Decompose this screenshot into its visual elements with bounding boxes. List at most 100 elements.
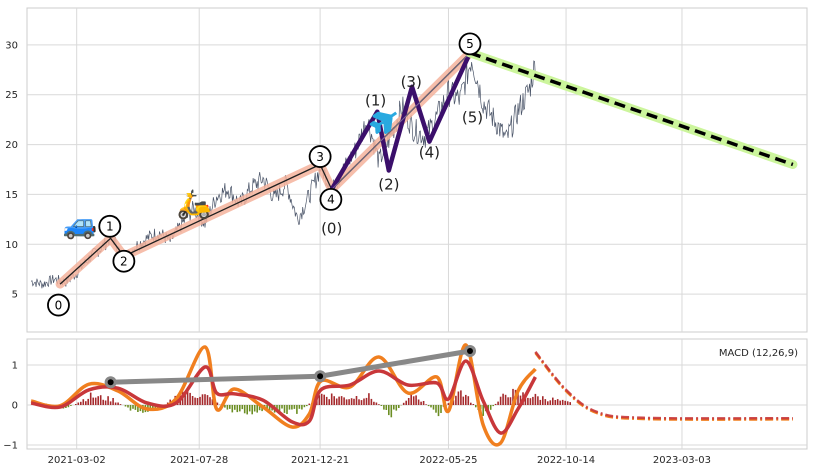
macd-histogram-bar bbox=[286, 405, 288, 414]
macd-histogram-bar bbox=[296, 405, 298, 414]
macd-histogram-bar bbox=[425, 404, 427, 405]
wave-label-text: 5 bbox=[466, 37, 474, 51]
macd-y-tick-label: −1 bbox=[3, 441, 18, 452]
macd-trendline-marker-center bbox=[317, 373, 324, 380]
macd-histogram-bar bbox=[472, 404, 475, 405]
macd-trendline-marker-center bbox=[107, 379, 114, 386]
macd-histogram-bar bbox=[348, 399, 350, 405]
macd-histogram-bar bbox=[231, 405, 234, 413]
macd-histogram-bar bbox=[552, 397, 554, 405]
macd-histogram-bar bbox=[447, 403, 450, 405]
wave-label-circle bbox=[308, 145, 332, 168]
macd-histogram-bar bbox=[475, 405, 477, 408]
macd-histogram-bar bbox=[124, 405, 127, 407]
macd-histogram-bar bbox=[104, 400, 107, 405]
macd-histogram-bar bbox=[375, 402, 378, 405]
macd-histogram-bar bbox=[497, 401, 499, 405]
wave-label-text: 2 bbox=[120, 255, 128, 269]
macd-histogram-bar bbox=[427, 405, 430, 407]
macd-histogram-bar bbox=[216, 402, 219, 405]
macd-histogram-bar bbox=[224, 405, 226, 408]
macd-histogram-bar bbox=[85, 401, 87, 405]
macd-histogram-bar bbox=[114, 402, 117, 405]
macd-histogram-bar bbox=[452, 400, 455, 405]
x-axis: 2021-03-02 2021-07-28 2021-12-21 2022-05-25… bbox=[48, 455, 711, 466]
macd-histogram-bar bbox=[398, 405, 400, 408]
macd-histogram-bar bbox=[561, 399, 564, 405]
macd-histogram-bar bbox=[460, 390, 462, 405]
wave-labels: 0 1 2 3 4 5 (0) (1) (2) (3) (4) (5) bbox=[47, 32, 483, 317]
wave-label-circle bbox=[47, 293, 70, 317]
macd-histogram-bar bbox=[542, 396, 544, 405]
macd-histogram-bar bbox=[226, 405, 229, 410]
macd-histogram-bar bbox=[455, 395, 457, 405]
macd-histogram-bar bbox=[345, 399, 348, 405]
macd-histogram-bar bbox=[320, 393, 323, 405]
macd-histogram-bar bbox=[410, 394, 412, 405]
macd-histogram-bar bbox=[370, 398, 373, 405]
macd-histogram-bar bbox=[87, 398, 89, 405]
macd-histogram-bar bbox=[380, 405, 383, 406]
macd-histogram-bar bbox=[196, 398, 199, 405]
macd-histogram-bar bbox=[328, 399, 330, 405]
macd-histogram-bar bbox=[534, 393, 537, 405]
macd-histogram-bar bbox=[470, 402, 472, 405]
macd-histogram-bar bbox=[281, 405, 283, 409]
macd-histogram-bar bbox=[564, 400, 566, 405]
macd-histogram-bar bbox=[358, 399, 360, 405]
macd-histogram-bar bbox=[363, 398, 365, 405]
macd-histogram-bar bbox=[199, 396, 201, 405]
macd-histogram-bar bbox=[383, 405, 385, 410]
price-y-tick-label: 5 bbox=[12, 290, 18, 301]
macd-histogram-bar bbox=[291, 405, 293, 410]
macd-histogram-bar bbox=[89, 392, 92, 405]
macd-histogram-bar bbox=[325, 396, 328, 405]
macd-histogram-bar bbox=[137, 405, 139, 412]
macd-histogram-bar bbox=[569, 402, 571, 405]
macd-histogram-bar bbox=[229, 405, 231, 409]
macd-histogram-bar bbox=[256, 405, 258, 413]
macd-histogram-bar bbox=[117, 402, 119, 405]
macd-histogram-bar bbox=[517, 390, 519, 405]
x-tick-label: 2021-12-21 bbox=[291, 455, 349, 466]
macd-trendline-marker-center bbox=[466, 348, 473, 354]
macd-histogram-bar bbox=[440, 405, 442, 413]
airplane-icon bbox=[369, 111, 398, 134]
macd-y-tick-label: 0 bbox=[12, 401, 18, 412]
macd-histogram-bar bbox=[201, 394, 204, 405]
macd-histogram-bar bbox=[258, 405, 261, 411]
macd-y-axis: −1 0 1 bbox=[3, 361, 18, 452]
macd-histogram-bar bbox=[293, 405, 296, 409]
macd-histogram-bar bbox=[430, 405, 432, 408]
macd-histogram-bar bbox=[524, 395, 527, 405]
price-y-tick-label: 10 bbox=[5, 240, 18, 251]
subwave-label: (4) bbox=[419, 144, 440, 162]
subwave-label: (5) bbox=[462, 109, 483, 127]
macd-histogram-bar bbox=[298, 405, 301, 409]
car-icon: 🚙 bbox=[63, 207, 98, 240]
macd-histogram-bar bbox=[415, 395, 417, 405]
macd-histogram-bar bbox=[209, 397, 211, 405]
macd-histogram-bar bbox=[402, 402, 405, 405]
price-y-tick-label: 15 bbox=[5, 190, 18, 201]
macd-histogram-bar bbox=[308, 403, 311, 405]
macd-histogram-bar bbox=[529, 398, 532, 405]
macd-histogram-bar bbox=[519, 395, 522, 405]
macd-histogram-bar bbox=[365, 397, 368, 405]
price-grid bbox=[27, 8, 807, 332]
macd-histogram-bar bbox=[378, 404, 380, 405]
macd-histogram-bar bbox=[109, 401, 112, 405]
macd-histogram-bar bbox=[241, 405, 244, 410]
macd-histogram-bar bbox=[368, 393, 370, 405]
macd-histogram-bar bbox=[191, 396, 194, 405]
wave-label-4: 4 bbox=[319, 188, 343, 211]
macd-histogram-bar bbox=[323, 394, 325, 405]
macd-histogram-bar bbox=[134, 405, 137, 410]
macd-histogram-bar bbox=[288, 405, 291, 410]
macd-histogram-bar bbox=[390, 405, 393, 418]
macd-histogram-bar bbox=[107, 396, 109, 405]
macd-histogram-bar bbox=[206, 395, 209, 405]
wave-label-circle bbox=[98, 214, 122, 238]
macd-histogram-bar bbox=[67, 405, 70, 408]
macd-histogram-bar bbox=[502, 393, 504, 405]
